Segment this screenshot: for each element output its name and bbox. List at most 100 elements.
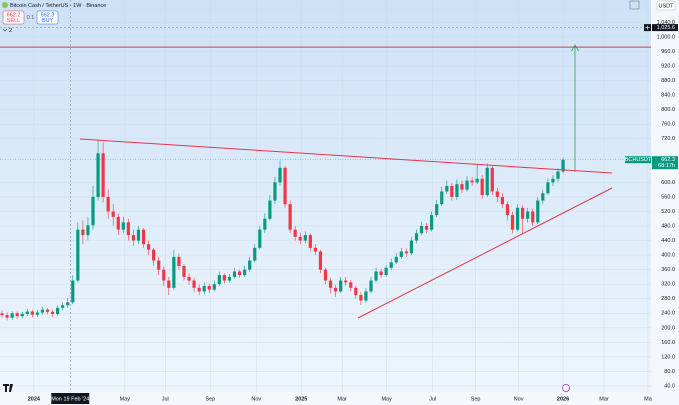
candle-body	[399, 251, 403, 257]
candle-body	[268, 200, 272, 219]
candle-body	[354, 287, 358, 296]
candle-body	[303, 235, 307, 241]
candle-body	[505, 204, 510, 216]
y-tick-label: 840.0	[661, 93, 675, 99]
candle-body	[521, 207, 525, 219]
x-tick-label: Jul	[162, 396, 169, 402]
candle-body	[212, 284, 216, 290]
candle-body	[364, 291, 368, 301]
candle-body	[384, 267, 388, 276]
y-tick-label: 40.0	[664, 383, 675, 389]
candle-body	[177, 256, 181, 266]
buy-button[interactable]	[36, 10, 59, 25]
candle-body	[485, 167, 489, 196]
x-tick-label: Mar	[599, 396, 609, 402]
y-tick-label: 200.0	[661, 325, 675, 331]
candle-body	[526, 211, 530, 219]
candle-body	[404, 251, 408, 254]
candle-body	[96, 153, 100, 197]
candle-body	[207, 286, 211, 290]
candle-body	[35, 312, 40, 315]
x-tick-label: May	[120, 396, 131, 402]
x-tick-label: Nov	[251, 396, 261, 402]
candle-body	[409, 240, 414, 254]
candle-body	[440, 191, 444, 205]
candle-body	[490, 167, 494, 192]
candle-body	[91, 196, 95, 226]
candle-body	[551, 178, 555, 183]
candle-body	[460, 184, 464, 190]
candle-body	[480, 178, 484, 196]
x-tick-label: 2025	[295, 396, 307, 402]
time-axis-background	[0, 392, 651, 405]
candle-body	[541, 193, 545, 201]
candle-body	[20, 314, 24, 317]
candle-body	[192, 280, 196, 288]
y-tick-label: 720.0	[661, 136, 675, 142]
candle-body	[121, 222, 125, 230]
last-price-tag-bg	[652, 156, 678, 170]
candle-body	[10, 313, 14, 318]
y-tick-label: 960.0	[661, 49, 675, 55]
candle-body	[81, 229, 85, 236]
candle-body	[222, 275, 227, 281]
candle-body	[374, 271, 378, 281]
candle-body	[344, 280, 348, 283]
candle-body	[430, 215, 434, 230]
x-tick-label: Ma	[644, 396, 653, 402]
trend-line[interactable]	[357, 187, 613, 319]
spread: 0.1	[27, 15, 35, 21]
candle-body	[0, 313, 4, 316]
candle-body	[556, 171, 560, 179]
candle-body	[45, 309, 50, 312]
candle-body	[157, 260, 161, 270]
candle-body	[546, 182, 550, 194]
crosshair-price-bg	[652, 24, 678, 32]
currency-button[interactable]	[656, 0, 676, 11]
candle-body	[101, 153, 105, 197]
candle-body	[76, 229, 80, 281]
y-tick-label: 160.0	[661, 340, 675, 346]
countdown: 68:17h	[658, 163, 675, 169]
candle-body	[424, 226, 429, 230]
symbol-icon	[2, 2, 8, 8]
candle-body	[339, 280, 343, 292]
candle-body	[298, 236, 302, 241]
candle-body	[50, 311, 55, 314]
candle-body	[106, 196, 110, 212]
buy-price: 662.3	[41, 12, 55, 18]
candle-body	[288, 204, 292, 230]
settings-icon[interactable]	[629, 0, 640, 10]
candle-body	[253, 247, 257, 261]
sell-label: SELL	[7, 18, 20, 24]
plot	[0, 0, 651, 392]
candle-body	[152, 249, 156, 261]
trend-line[interactable]	[79, 138, 613, 174]
candle-body	[334, 287, 338, 292]
drawings	[79, 44, 613, 319]
candle-body	[136, 229, 141, 241]
candle-body	[30, 311, 34, 315]
x-tick-label: May	[381, 396, 392, 402]
y-tick-label: 520.0	[661, 209, 675, 215]
candle-body	[394, 256, 398, 263]
last-price-tag: 662.3	[661, 157, 675, 163]
x-tick-label: Jul	[429, 396, 436, 402]
x-tick-label: 2024	[28, 396, 41, 402]
candle-body	[328, 280, 333, 288]
indicator-count: 2	[9, 28, 12, 34]
symbol-tag: BCHUSDT	[625, 157, 652, 163]
event-icon[interactable]	[562, 384, 570, 392]
collapse-icon[interactable]	[2, 28, 8, 32]
sell-button[interactable]	[2, 10, 25, 25]
candle-body	[510, 215, 515, 230]
candle-body	[167, 280, 171, 288]
candle-body	[66, 302, 70, 306]
buy-label: BUY	[42, 18, 54, 24]
x-tick-label: Mar	[337, 396, 347, 402]
candle-body	[318, 251, 323, 270]
currency: USDT	[659, 3, 675, 9]
candle-body	[202, 286, 206, 292]
x-tick-label: Nov	[514, 396, 524, 402]
